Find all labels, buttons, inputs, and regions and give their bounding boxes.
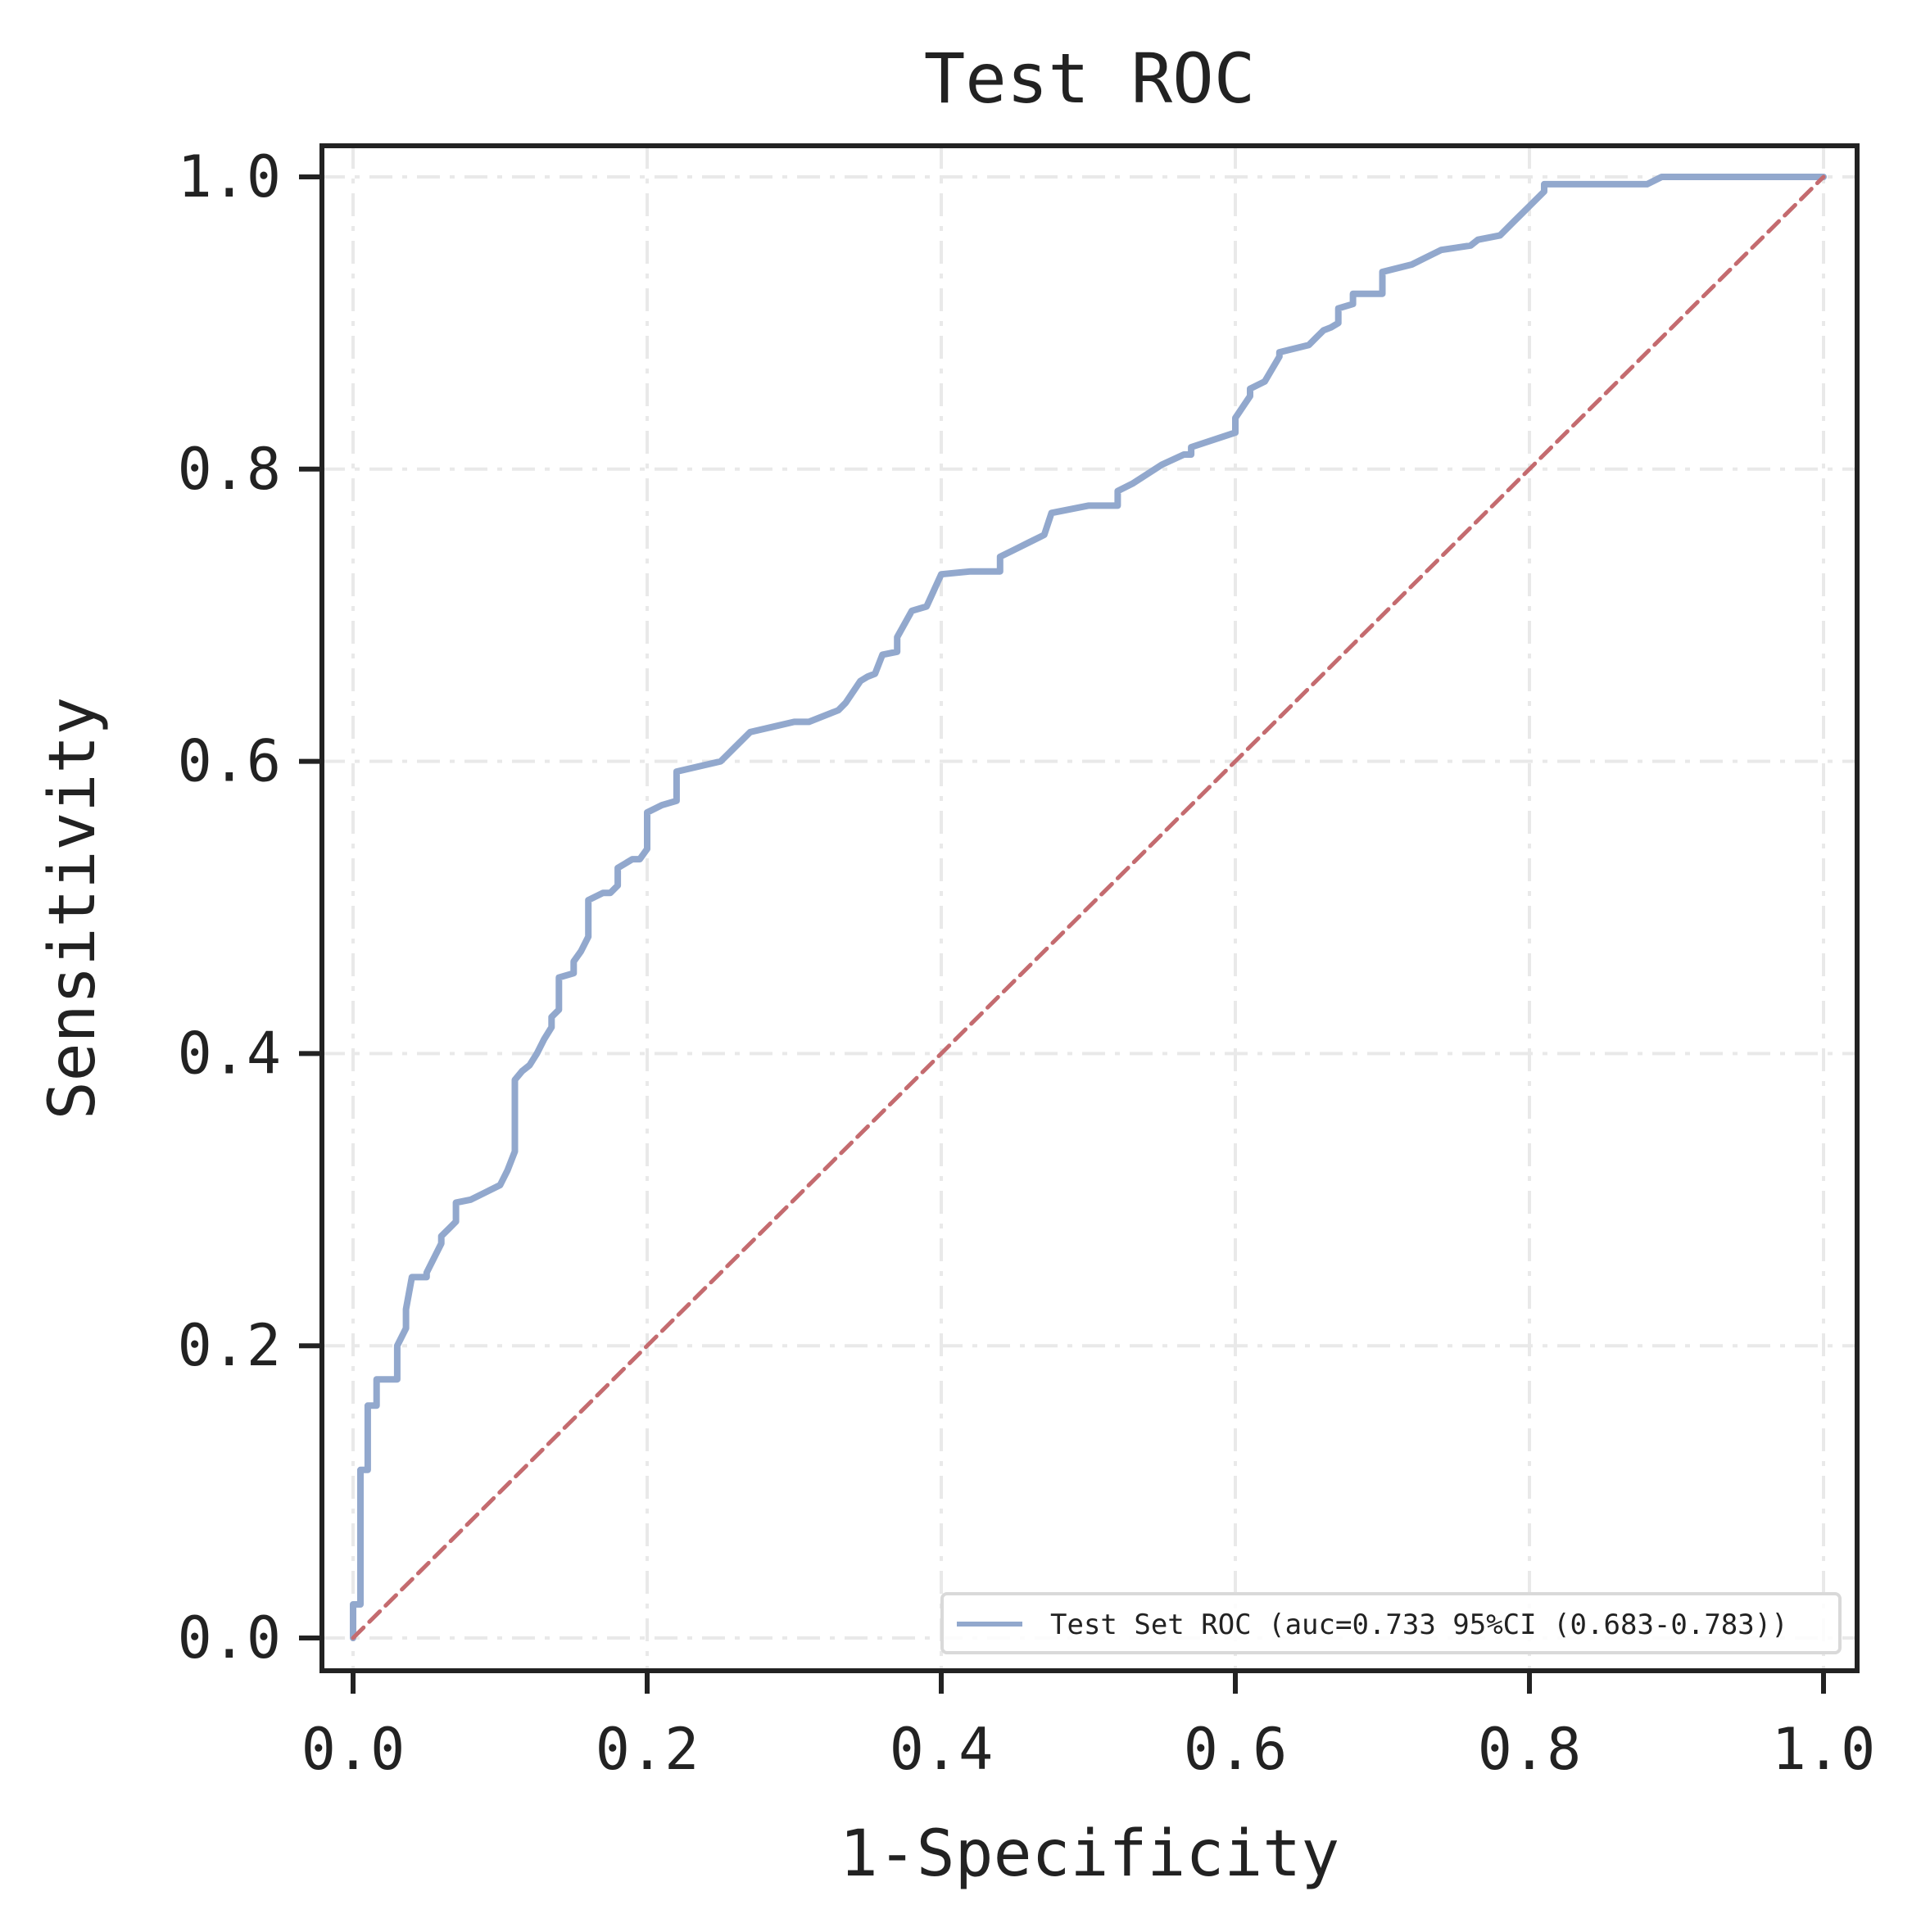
legend-box — [940, 1592, 1842, 1654]
grid — [322, 146, 1857, 1671]
x-axis-label: 1-Specificity — [840, 1817, 1339, 1891]
y-tick-label: 0.6 — [178, 728, 281, 795]
roc-curve-line — [350, 174, 1827, 1641]
series-layer — [350, 174, 1827, 1641]
x-tick-label: 0.6 — [1184, 1716, 1287, 1783]
x-tick-label: 1.0 — [1772, 1716, 1875, 1783]
y-tick-label: 1.0 — [178, 143, 281, 210]
x-tick-label: 0.4 — [890, 1716, 993, 1783]
plot-frame — [319, 143, 1860, 1673]
y-tick-label: 0.0 — [178, 1604, 281, 1672]
y-axis-label: Sensitivity — [36, 697, 110, 1120]
x-tick-label: 0.8 — [1478, 1716, 1581, 1783]
x-tick-label: 0.2 — [596, 1716, 699, 1783]
y-tick-label: 0.2 — [178, 1312, 281, 1379]
ticks: 0.0 0.2 0.4 0.6 0.8 1.0 0.0 0.2 0.4 0.6 0.8 1.0 — [178, 143, 1876, 1783]
x-tick-label: 0.0 — [301, 1716, 405, 1783]
y-tick-label: 0.8 — [178, 436, 281, 503]
chart-title: Test ROC — [924, 38, 1256, 119]
legend: Test Set ROC (auc=0.733 95%CI (0.683-0.7… — [940, 1592, 1842, 1654]
y-tick-label: 0.4 — [178, 1020, 281, 1087]
chance-diagonal-line — [351, 174, 1826, 1640]
legend-label: Test Set ROC (auc=0.733 95%CI (0.683-0.7… — [1050, 1608, 1788, 1641]
